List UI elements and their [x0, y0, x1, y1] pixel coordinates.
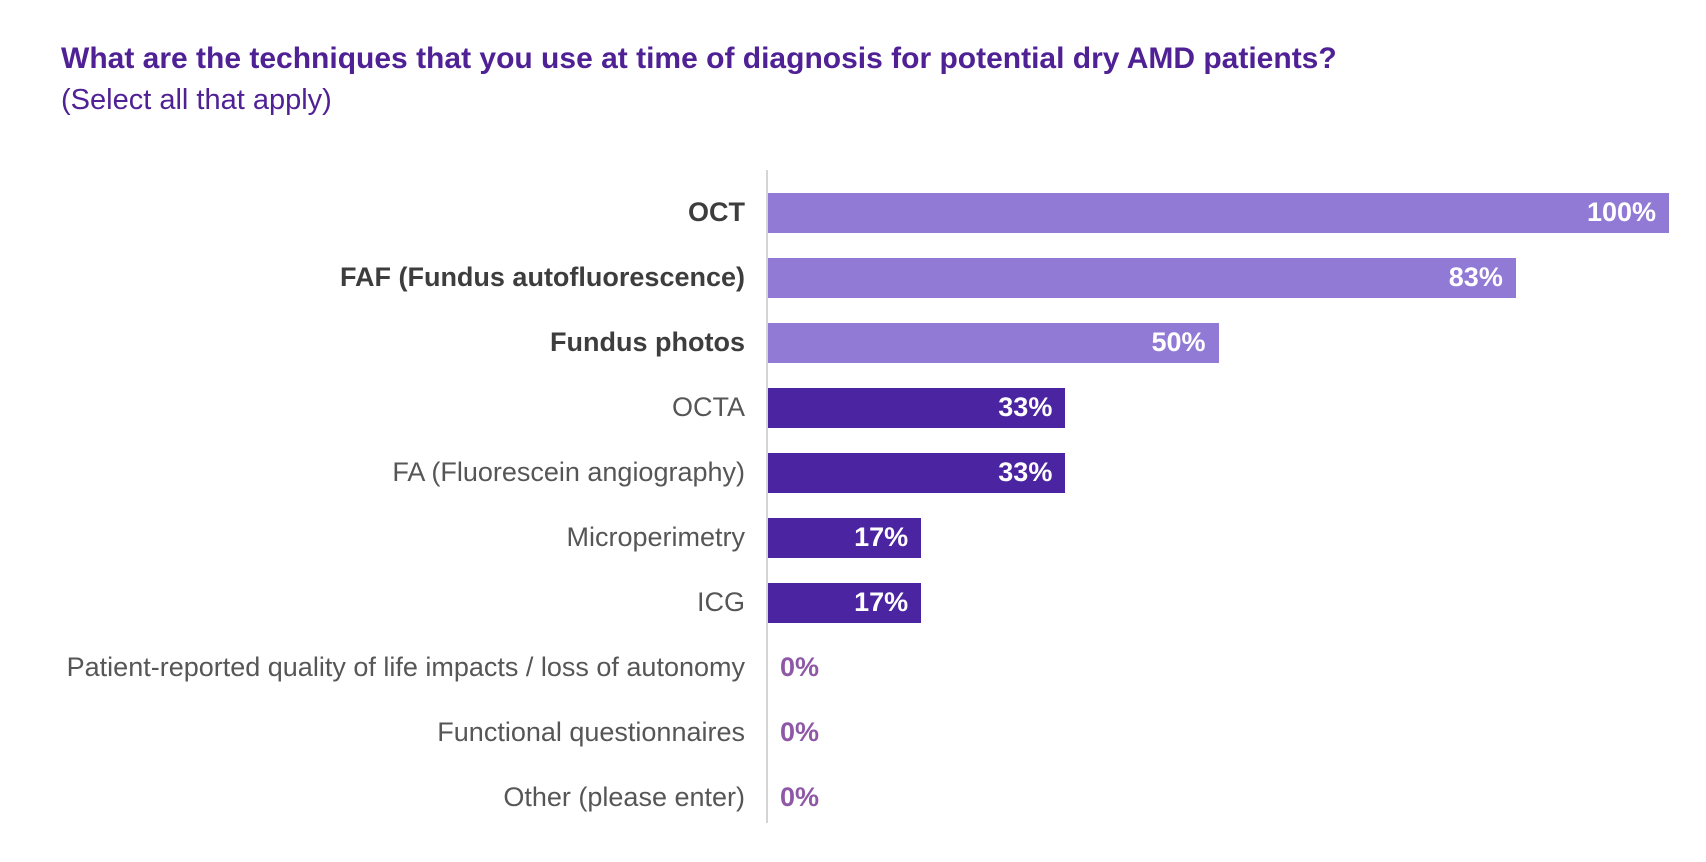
category-label: FAF (Fundus autofluorescence) [339, 262, 745, 292]
chart-subtitle: (Select all that apply) [61, 83, 332, 116]
horizontal-bar-chart: OCT 100% FAF (Fundus autofluorescence) 83% F… [0, 170, 1706, 830]
bar-track: 17% [766, 582, 1667, 623]
bar-track: 0% [766, 648, 1667, 688]
chart-row: FAF (Fundus autofluorescence) 83% [0, 245, 1706, 310]
chart-row: OCTA 33% [0, 375, 1706, 440]
value-bar: 50% [768, 322, 1219, 363]
chart-row: Fundus photos 50% [0, 310, 1706, 375]
value-bar: 33% [768, 452, 1066, 493]
category-label: Functional questionnaires [437, 717, 745, 747]
bar-track: 50% [766, 322, 1667, 363]
bar-track: 0% [766, 713, 1667, 753]
chart-row: Other (please enter) 0% [0, 765, 1706, 830]
value-label: 33% [998, 457, 1053, 487]
value-bar: 17% [768, 517, 922, 558]
axis-baseline [766, 170, 768, 823]
category-label: OCT [688, 197, 745, 227]
chart-row: OCT 100% [0, 180, 1706, 245]
category-label: OCTA [672, 392, 745, 422]
value-label-zero: 0% [780, 652, 820, 682]
chart-rows: OCT 100% FAF (Fundus autofluorescence) 83% F… [0, 170, 1706, 830]
value-bar: 83% [768, 257, 1516, 298]
bar-track: 17% [766, 517, 1667, 558]
value-label: 17% [854, 522, 909, 552]
chart-row: Microperimetry 17% [0, 505, 1706, 570]
category-label: FA (Fluorescein angiography) [392, 457, 745, 487]
chart-row: Patient-reported quality of life impacts… [0, 635, 1706, 700]
chart-header: What are the techniques that you use at … [61, 42, 1641, 117]
chart-row: ICG 17% [0, 570, 1706, 635]
value-bar: 100% [768, 192, 1669, 233]
category-label: Microperimetry [566, 522, 745, 552]
value-bar: 17% [768, 582, 922, 623]
value-label: 50% [1151, 327, 1206, 357]
category-label: Patient-reported quality of life impacts… [66, 652, 745, 682]
bar-track: 100% [766, 192, 1669, 233]
bar-track: 33% [766, 387, 1667, 428]
bar-track: 33% [766, 452, 1667, 493]
bar-track: 83% [766, 257, 1667, 298]
value-label: 33% [998, 392, 1053, 422]
category-label: Fundus photos [550, 327, 745, 357]
bar-track: 0% [766, 778, 1667, 818]
value-label: 83% [1448, 262, 1503, 292]
value-label: 100% [1586, 197, 1656, 227]
chart-title: What are the techniques that you use at … [61, 42, 1337, 75]
chart-row: FA (Fluorescein angiography) 33% [0, 440, 1706, 505]
value-bar: 33% [768, 387, 1066, 428]
value-label-zero: 0% [780, 782, 820, 812]
value-label: 17% [854, 587, 909, 617]
category-label: Other (please enter) [503, 782, 745, 812]
chart-row: Functional questionnaires 0% [0, 700, 1706, 765]
category-label: ICG [696, 587, 745, 617]
value-label-zero: 0% [780, 717, 820, 747]
